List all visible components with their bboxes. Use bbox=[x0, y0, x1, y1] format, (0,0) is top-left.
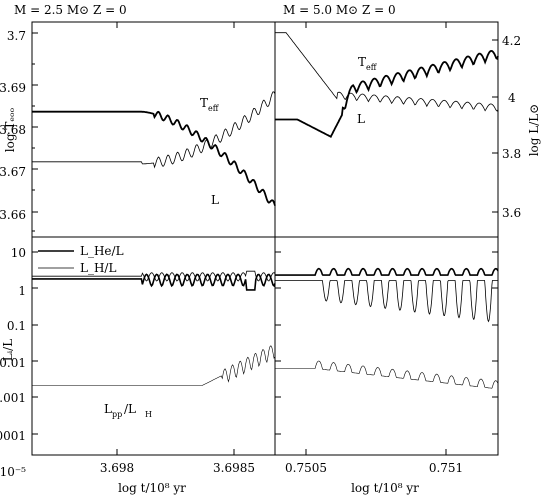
annotation-lpp-sub2: H bbox=[145, 410, 152, 419]
y-tick-labels-top-right: 3.6 3.8 4 4.2 bbox=[502, 34, 521, 220]
annotation-l-left: L bbox=[211, 193, 219, 207]
y-tick-label: 0.001 bbox=[0, 391, 26, 405]
series-line-lhe-right bbox=[275, 267, 499, 276]
legend-label-lhe: L_He/L bbox=[80, 244, 124, 258]
series-line-lh-right bbox=[275, 280, 498, 323]
y-tick-label: 3.8 bbox=[502, 147, 521, 161]
annotations: T eff L T eff L L pp /L H bbox=[104, 55, 378, 419]
y-tick-label: 4.2 bbox=[502, 34, 521, 48]
annotation-lpp-sub: pp bbox=[112, 410, 122, 419]
y-tick-label: 3.68 bbox=[0, 123, 26, 137]
y-tick-label: 4 bbox=[508, 91, 516, 105]
y-tick-label: 3.67 bbox=[0, 165, 26, 179]
y-tick-label: 3.7 bbox=[7, 29, 26, 43]
y-tick-label: 10 bbox=[11, 246, 26, 260]
legend-label-lh: L_H/L bbox=[80, 261, 116, 275]
panel-title-left: M = 2.5 M⊙ Z = 0 bbox=[14, 3, 127, 17]
annotation-l-right: L bbox=[357, 112, 365, 126]
y-tick-labels-top-left: 3.66 3.67 3.68 3.69 3.7 bbox=[0, 29, 26, 222]
y-tick-label: 3.69 bbox=[0, 81, 26, 95]
panel-title-right: M = 5.0 M⊙ Z = 0 bbox=[283, 3, 396, 17]
y-tick-label: 0.01 bbox=[0, 356, 26, 370]
annotation-teff-right-sub: eff bbox=[366, 63, 378, 72]
x-tick-label: 0.7505 bbox=[285, 461, 327, 475]
y-tick-label: 3.6 bbox=[502, 206, 521, 220]
y-tick-label: 1 bbox=[18, 284, 26, 298]
y-tick-label: 0.0001 bbox=[0, 429, 26, 443]
y-tick-labels-bottom-left: 10 1 0.1 0.01 0.001 0.0001 10⁻⁵ bbox=[0, 246, 26, 479]
annotation-lpp: L bbox=[104, 402, 112, 416]
annotation-lpp-mid: /L bbox=[124, 402, 136, 416]
y-axis-label-teff: log Tₑₒₒ bbox=[3, 107, 17, 152]
y-tick-label: 3.66 bbox=[0, 208, 26, 222]
y-tick-label: 10⁻⁵ bbox=[0, 465, 26, 479]
panel-frame-bottom-right bbox=[274, 236, 499, 456]
x-axis-label-right: log t/10⁸ yr bbox=[351, 481, 419, 495]
series-line-l-right bbox=[275, 49, 499, 138]
series-line-teff-right bbox=[275, 32, 499, 112]
series-line-teff-left bbox=[32, 91, 276, 169]
series-layer bbox=[32, 32, 499, 389]
annotation-teff-left-sub: eff bbox=[208, 104, 220, 113]
y-tick-label: 0.1 bbox=[7, 319, 26, 333]
tick-marks bbox=[32, 22, 498, 455]
x-tick-label: 3.698 bbox=[100, 461, 134, 475]
x-tick-label: 0.751 bbox=[429, 461, 463, 475]
series-line-lpp-right bbox=[275, 360, 499, 389]
series-line-lpp-left bbox=[32, 345, 276, 386]
legend: L_He/L L_H/L bbox=[38, 244, 124, 275]
x-axis-label-left: log t/10⁸ yr bbox=[118, 481, 186, 495]
x-tick-labels: 3.698 3.6985 0.7505 0.751 bbox=[100, 461, 463, 475]
annotation-teff-left: T bbox=[200, 96, 208, 110]
series-line-l-left bbox=[32, 110, 276, 206]
x-tick-label: 3.6985 bbox=[213, 461, 255, 475]
series-line-lh-left bbox=[32, 270, 276, 282]
series-line-lhe-left bbox=[32, 273, 276, 291]
annotation-teff-right: T bbox=[358, 55, 366, 69]
y-axis-label-luminosity: log L/L⊙ bbox=[527, 104, 541, 157]
y-axis-label-li: Lᵢ/L bbox=[1, 339, 15, 361]
